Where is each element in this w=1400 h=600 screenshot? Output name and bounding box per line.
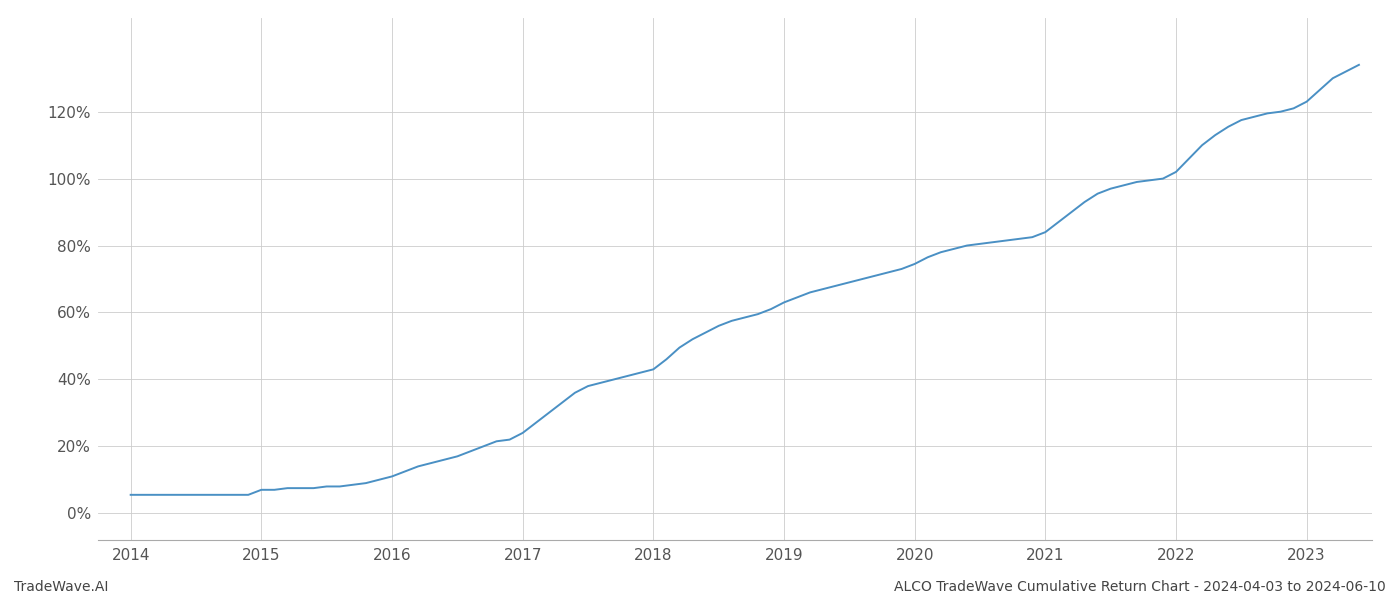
Text: TradeWave.AI: TradeWave.AI: [14, 580, 108, 594]
Text: ALCO TradeWave Cumulative Return Chart - 2024-04-03 to 2024-06-10: ALCO TradeWave Cumulative Return Chart -…: [895, 580, 1386, 594]
